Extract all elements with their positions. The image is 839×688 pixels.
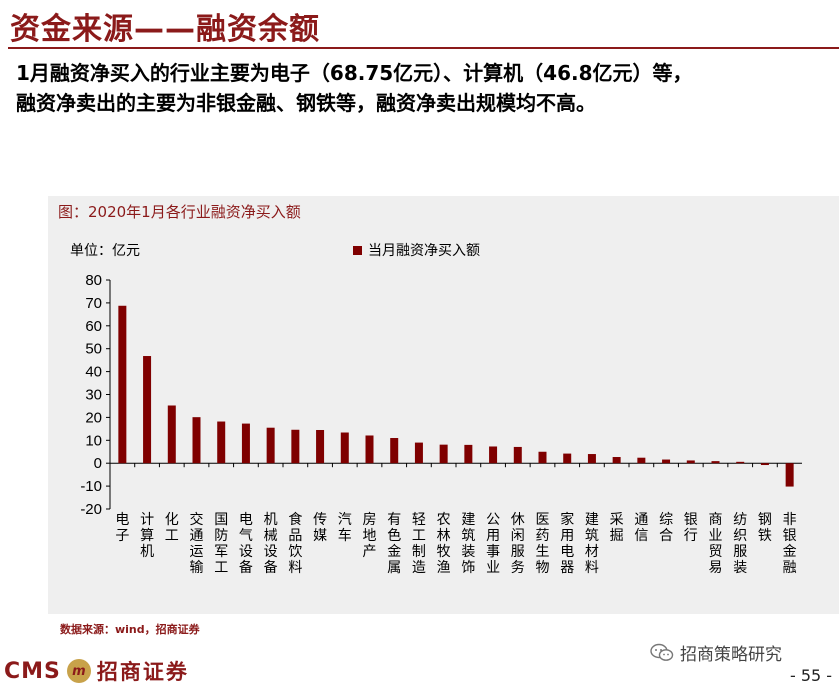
x-tick-label: 采掘 bbox=[610, 512, 624, 544]
y-tick-label: 50 bbox=[85, 341, 102, 358]
page-title: 资金来源——融资余额 bbox=[10, 12, 320, 47]
x-tick-label: 农林牧渔 bbox=[437, 512, 451, 576]
x-tick-label: 银行 bbox=[684, 512, 698, 544]
y-tick-label: 60 bbox=[85, 318, 102, 335]
x-tick-label: 通信 bbox=[634, 512, 648, 544]
x-tick-label: 计算机 bbox=[140, 512, 154, 560]
bar-国防军工 bbox=[217, 421, 226, 464]
x-tick-label: 电气设备 bbox=[239, 512, 253, 576]
y-tick-label: 80 bbox=[85, 272, 102, 289]
logo-company-name: 招商证券 bbox=[96, 660, 189, 684]
bar-综合 bbox=[662, 459, 671, 464]
bar-非银金融 bbox=[785, 463, 794, 487]
bar-公用事业 bbox=[489, 446, 498, 464]
y-tick-label: 20 bbox=[85, 409, 102, 426]
chart-panel bbox=[48, 196, 839, 614]
bar-食品饮料 bbox=[291, 429, 300, 464]
bar-机械设备 bbox=[266, 427, 275, 464]
x-tick-label: 食品饮料 bbox=[288, 511, 302, 576]
bar-电子 bbox=[118, 305, 127, 464]
bar-交通运输 bbox=[192, 417, 201, 464]
x-tick-label: 化工 bbox=[165, 512, 179, 544]
bar-化工 bbox=[167, 405, 176, 464]
bar-休闲服务 bbox=[513, 446, 522, 464]
data-source: 数据来源：wind，招商证券 bbox=[60, 623, 200, 636]
bar-轻工制造 bbox=[414, 442, 423, 464]
chart-legend: 当月融资净买入额 bbox=[353, 240, 480, 260]
bar-计算机 bbox=[143, 356, 152, 464]
wechat-icon bbox=[650, 643, 674, 661]
x-tick-label: 纺织服装 bbox=[733, 512, 747, 576]
y-tick-label: 30 bbox=[85, 387, 102, 404]
bar-汽车 bbox=[340, 432, 349, 464]
legend-label: 当月融资净买入额 bbox=[368, 243, 480, 259]
bar-医药生物 bbox=[538, 451, 547, 464]
legend-swatch bbox=[353, 245, 362, 255]
bar-银行 bbox=[686, 460, 695, 464]
x-tick-label: 钢铁 bbox=[758, 512, 772, 544]
x-tick-label: 汽车 bbox=[338, 512, 352, 544]
bar-建筑装饰 bbox=[464, 444, 473, 464]
x-tick-label: 家用电器 bbox=[560, 511, 574, 576]
x-tick-label: 建筑装饰 bbox=[461, 512, 475, 576]
y-tick-label: 40 bbox=[85, 364, 102, 381]
x-tick-label: 房地产 bbox=[363, 512, 377, 560]
page-number: - 55 - bbox=[790, 666, 833, 685]
bar-传媒 bbox=[316, 429, 325, 464]
watermark-text: 招商策略研究 bbox=[680, 645, 782, 665]
x-tick-label: 电子 bbox=[115, 512, 129, 544]
company-logo: CMS m 招商证券 bbox=[4, 657, 189, 685]
x-tick-label: 建筑材料 bbox=[585, 512, 599, 576]
x-tick-label: 国防军工 bbox=[214, 512, 228, 576]
y-tick-label: -20 bbox=[80, 501, 102, 518]
y-tick-label: 0 bbox=[94, 455, 102, 472]
bar-钢铁 bbox=[760, 463, 769, 466]
logo-cms-text: CMS bbox=[4, 658, 61, 684]
x-tick-label: 交通运输 bbox=[190, 511, 204, 576]
bar-采掘 bbox=[612, 457, 621, 464]
bar-建筑材料 bbox=[587, 454, 596, 464]
description: 1月融资净买入的行业主要为电子（68.75亿元）、计算机（46.8亿元）等， 融… bbox=[16, 58, 839, 118]
bar-房地产 bbox=[365, 435, 374, 464]
bar-通信 bbox=[637, 457, 646, 464]
x-tick-label: 有色金属 bbox=[387, 512, 401, 576]
x-tick-label: 综合 bbox=[659, 512, 673, 544]
bar-农林牧渔 bbox=[439, 444, 448, 464]
x-tick-label: 机械设备 bbox=[264, 512, 278, 576]
bar-有色金属 bbox=[390, 438, 399, 464]
y-tick-label: 70 bbox=[85, 295, 102, 312]
x-tick-label: 传媒 bbox=[313, 512, 327, 544]
bar-纺织服装 bbox=[736, 461, 745, 464]
x-tick-label: 休闲服务 bbox=[511, 512, 525, 576]
chart-title: 图：2020年1月各行业融资净买入额 bbox=[58, 203, 301, 221]
logo-mark-icon: m bbox=[66, 659, 91, 683]
bar-家用电器 bbox=[563, 453, 572, 464]
y-tick-label: -10 bbox=[80, 478, 102, 495]
x-tick-label: 公用事业 bbox=[486, 512, 500, 576]
description-line-2: 融资净卖出的主要为非银金融、钢铁等，融资净卖出规模均不高。 bbox=[16, 91, 596, 115]
x-tick-label: 商业贸易 bbox=[709, 512, 723, 576]
description-line-1: 1月融资净买入的行业主要为电子（68.75亿元）、计算机（46.8亿元）等， bbox=[16, 61, 693, 85]
y-tick-label: 10 bbox=[85, 432, 102, 449]
bar-电气设备 bbox=[241, 423, 250, 464]
title-divider bbox=[8, 47, 839, 49]
x-tick-label: 非银金融 bbox=[783, 512, 797, 576]
wechat-watermark: 招商策略研究 bbox=[650, 640, 782, 665]
x-tick-label: 医药生物 bbox=[536, 512, 550, 576]
unit-label: 单位：亿元 bbox=[70, 243, 140, 259]
x-tick-label: 轻工制造 bbox=[412, 512, 426, 576]
bar-商业贸易 bbox=[711, 461, 720, 464]
